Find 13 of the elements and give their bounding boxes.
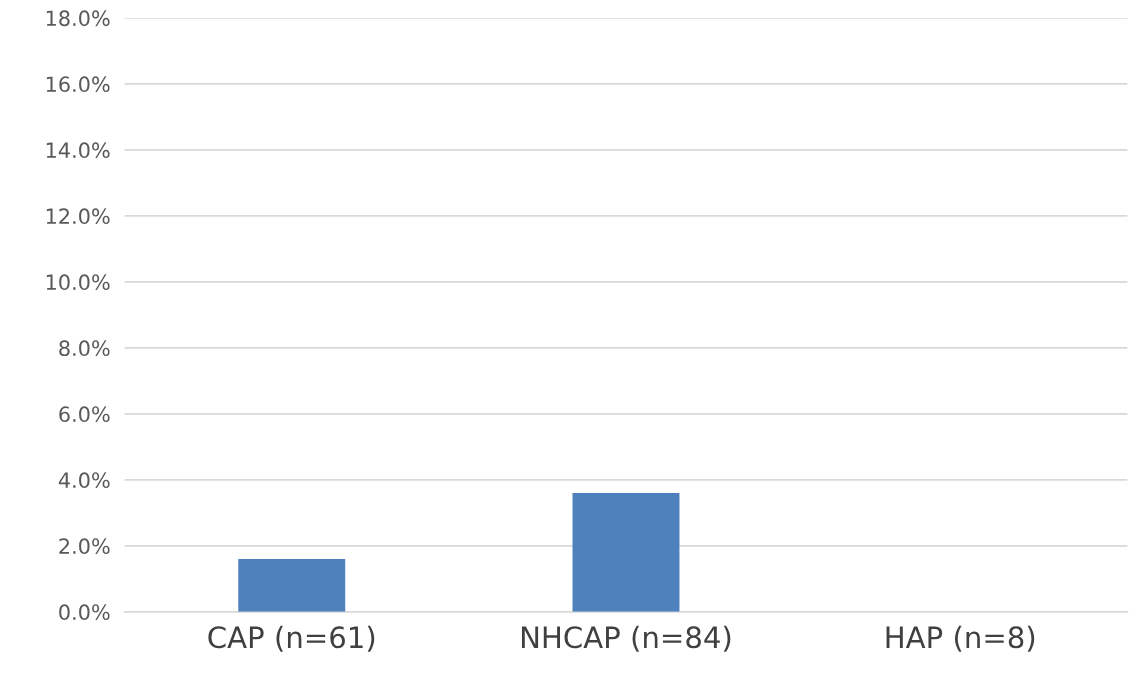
y-tick-label: 18.0%: [46, 10, 110, 27]
y-tick-label: 14.0%: [46, 142, 110, 159]
y-tick-label: 10.0%: [46, 274, 110, 291]
y-tick-label: 8.0%: [59, 340, 110, 357]
y-tick-label: 12.0%: [46, 208, 110, 225]
x-tick-label: HAP (n=8): [886, 625, 1035, 652]
y-tick-label: 6.0%: [59, 406, 110, 423]
y-tick-label: 0.0%: [59, 604, 110, 621]
x-tick-label: NHCAP (n=84): [521, 625, 731, 652]
y-tick-label: 16.0%: [46, 76, 110, 93]
y-tick-label: 4.0%: [58, 472, 110, 489]
y-tick-label: 2.0%: [59, 538, 110, 555]
x-tick-label: CAP (n=61): [208, 625, 375, 652]
